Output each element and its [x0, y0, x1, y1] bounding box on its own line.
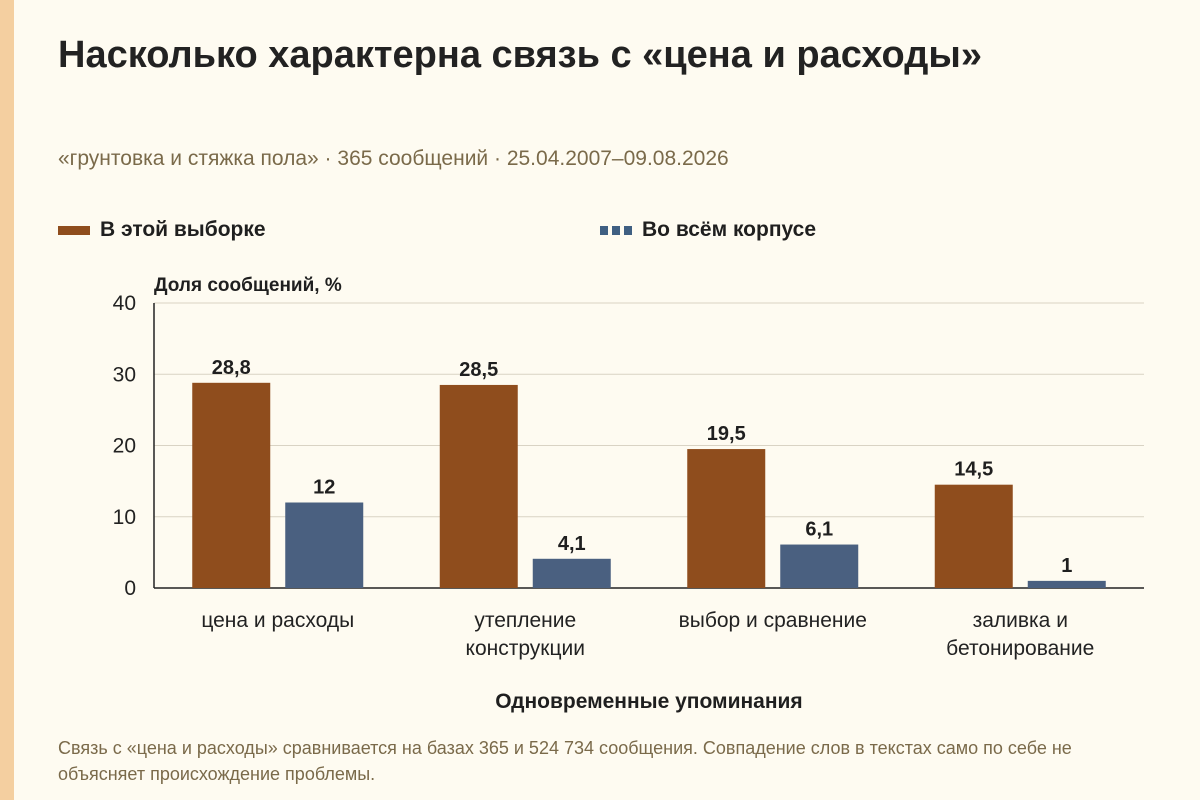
legend-swatch-sample	[58, 225, 90, 235]
bar-chart: 0 10 20 30 40 Доля сообщений, % 28,8 12 цена и р…	[113, 275, 1144, 713]
legend-label-sample: В этой выборке	[100, 218, 266, 241]
legend-item-sample: В этой выборке	[58, 218, 266, 242]
bar-corpus	[1027, 580, 1106, 588]
bar-value-label: 12	[313, 477, 335, 499]
x-category-label: утепление	[474, 609, 576, 632]
bar-value-label: 4,1	[558, 533, 586, 555]
y-tick-label: 30	[113, 363, 136, 386]
bar-value-label: 6,1	[805, 519, 833, 541]
x-category-label: выбор и сравнение	[679, 609, 867, 632]
footnote: Связь с «цена и расходы» сравнивается на…	[58, 738, 1072, 784]
y-tick-label: 20	[113, 435, 136, 458]
bar-sample	[934, 484, 1013, 588]
chart-title: Насколько характерна связь с «цена и рас…	[58, 34, 982, 76]
legend-item-corpus: Во всём корпусе	[600, 218, 816, 242]
bar-sample	[439, 384, 518, 588]
legend-label-corpus: Во всём корпусе	[642, 218, 817, 241]
y-tick-label: 0	[124, 577, 136, 600]
x-axis-title: Одновременные упоминания	[495, 690, 802, 713]
y-tick-label: 10	[113, 506, 136, 529]
legend-swatch-corpus	[600, 225, 632, 235]
bar-value-label: 14,5	[954, 459, 993, 481]
legend: В этой выборке Во всём корпусе	[58, 218, 1058, 250]
bar-value-label: 28,8	[212, 357, 251, 379]
x-category-label: конструкции	[466, 637, 585, 660]
bar-value-label: 19,5	[707, 423, 746, 445]
bar-sample	[192, 382, 271, 588]
bar-corpus	[780, 544, 859, 588]
bar-corpus	[532, 558, 611, 588]
accent-bar	[0, 0, 14, 800]
y-tick-label: 40	[113, 292, 136, 315]
x-category-label: заливка и	[973, 609, 1068, 632]
bar-sample	[687, 449, 766, 588]
chart-subtitle: «грунтовка и стяжка пола» · 365 сообщени…	[58, 147, 729, 170]
bar-value-label: 1	[1061, 555, 1072, 577]
x-category-label: бетонирование	[946, 637, 1094, 660]
bar-value-label: 28,5	[459, 359, 498, 381]
x-category-label: цена и расходы	[201, 609, 354, 632]
bar-corpus	[285, 502, 364, 588]
y-axis-title: Доля сообщений, %	[154, 275, 342, 296]
